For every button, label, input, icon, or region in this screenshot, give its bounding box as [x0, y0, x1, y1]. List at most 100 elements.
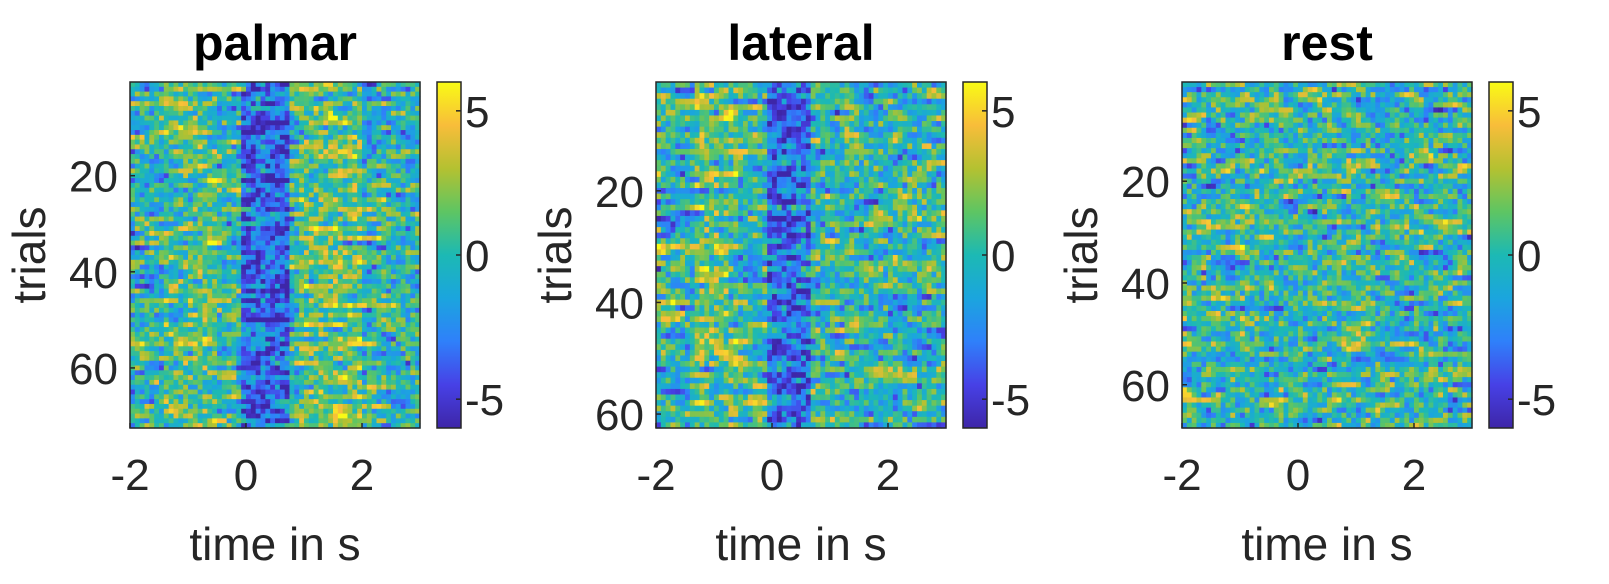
heatmap-cell	[357, 178, 363, 184]
heatmap-cell	[405, 149, 411, 155]
heatmap-cell	[294, 307, 300, 314]
heatmap-cell	[767, 121, 773, 128]
heatmap-cell	[226, 394, 233, 400]
heatmap-cell	[304, 202, 310, 208]
heatmap-cell	[699, 132, 705, 139]
heatmap-cell	[289, 341, 295, 347]
heatmap-cell	[299, 274, 305, 280]
heatmap-cell	[805, 98, 812, 105]
heatmap-cell	[337, 327, 344, 333]
heatmap-cell	[381, 240, 387, 246]
heatmap-cell	[279, 279, 286, 285]
heatmap-cell	[173, 130, 179, 136]
heatmap-cell	[304, 264, 310, 271]
heatmap-cell	[391, 298, 397, 304]
heatmap-cell	[299, 283, 305, 290]
heatmap-cell	[337, 226, 344, 232]
heatmap-cell	[139, 106, 146, 112]
x-tick-label: -2	[110, 451, 149, 500]
heatmap-cell	[217, 403, 223, 410]
heatmap-cell	[366, 298, 373, 304]
heatmap-cell	[318, 211, 324, 218]
heatmap-cell	[352, 96, 358, 102]
heatmap-cell	[188, 279, 194, 285]
heatmap-cell	[704, 121, 710, 128]
heatmap-cell	[694, 98, 701, 105]
heatmap-cell	[270, 255, 276, 261]
heatmap-cell	[333, 134, 339, 141]
heatmap-cell	[714, 87, 720, 94]
heatmap-cell	[796, 121, 802, 128]
heatmap-cell	[371, 106, 378, 112]
heatmap-cell	[265, 163, 271, 170]
heatmap-cell	[352, 355, 358, 362]
heatmap-cell	[226, 413, 233, 419]
heatmap-cell	[352, 182, 358, 189]
heatmap-cell	[188, 163, 194, 170]
heatmap-cell	[333, 355, 339, 362]
heatmap-cell	[308, 336, 315, 343]
heatmap-cell	[333, 418, 339, 424]
heatmap-cell	[386, 110, 392, 117]
heatmap-cell	[304, 403, 310, 410]
heatmap-cell	[217, 144, 223, 150]
heatmap-cell	[376, 125, 382, 131]
heatmap-cell	[410, 379, 416, 386]
heatmap-cell	[178, 226, 184, 232]
heatmap-cell	[376, 403, 382, 410]
heatmap-cell	[207, 307, 213, 314]
heatmap-cell	[371, 408, 378, 415]
heatmap-cell	[395, 125, 402, 131]
heatmap-cell	[347, 394, 353, 400]
heatmap-cell	[752, 109, 759, 117]
heatmap-cell	[289, 230, 295, 237]
heatmap-cell	[188, 130, 194, 136]
heatmap-cell	[188, 288, 194, 295]
heatmap-cell	[139, 264, 146, 271]
heatmap-cell	[323, 351, 329, 357]
heatmap-cell	[395, 351, 402, 357]
heatmap-cell	[313, 394, 320, 400]
heatmap-cell	[830, 98, 836, 105]
heatmap-cell	[212, 245, 218, 251]
heatmap-cell	[308, 408, 315, 415]
heatmap-cell	[347, 197, 353, 203]
heatmap-cell	[260, 110, 266, 117]
heatmap-cell	[212, 269, 218, 275]
heatmap-cell	[395, 202, 402, 208]
heatmap-cell	[381, 211, 387, 218]
heatmap-cell	[163, 346, 170, 352]
heatmap-cell	[376, 269, 382, 275]
heatmap-cell	[313, 163, 320, 170]
heatmap-cell	[304, 245, 310, 251]
heatmap-cell	[834, 137, 841, 144]
heatmap-cell	[333, 259, 339, 266]
heatmap-cell	[376, 206, 382, 213]
heatmap-cell	[188, 115, 194, 122]
heatmap-cell	[255, 221, 262, 227]
heatmap-cell	[376, 331, 382, 338]
heatmap-cell	[231, 139, 237, 146]
heatmap-cell	[805, 121, 812, 128]
heatmap-cell	[400, 269, 407, 275]
heatmap-cell	[197, 182, 204, 189]
heatmap-cell	[376, 303, 382, 309]
heatmap-cell	[415, 341, 421, 347]
heatmap-cell	[134, 317, 141, 323]
heatmap-cell	[873, 82, 879, 89]
heatmap-cell	[217, 192, 223, 198]
heatmap-cell	[386, 245, 392, 251]
heatmap-cell	[400, 192, 407, 198]
heatmap-cell	[410, 413, 416, 419]
heatmap-cell	[168, 351, 175, 357]
heatmap-cell	[395, 293, 402, 299]
heatmap-cell	[347, 235, 353, 242]
heatmap-cell	[304, 192, 310, 198]
heatmap-cell	[265, 403, 271, 410]
heatmap-cell	[743, 98, 749, 105]
heatmap-cell	[231, 312, 237, 319]
heatmap-cell	[352, 206, 358, 213]
heatmap-cell	[202, 303, 208, 309]
heatmap-cell	[284, 96, 291, 102]
heatmap-cell	[217, 384, 223, 391]
